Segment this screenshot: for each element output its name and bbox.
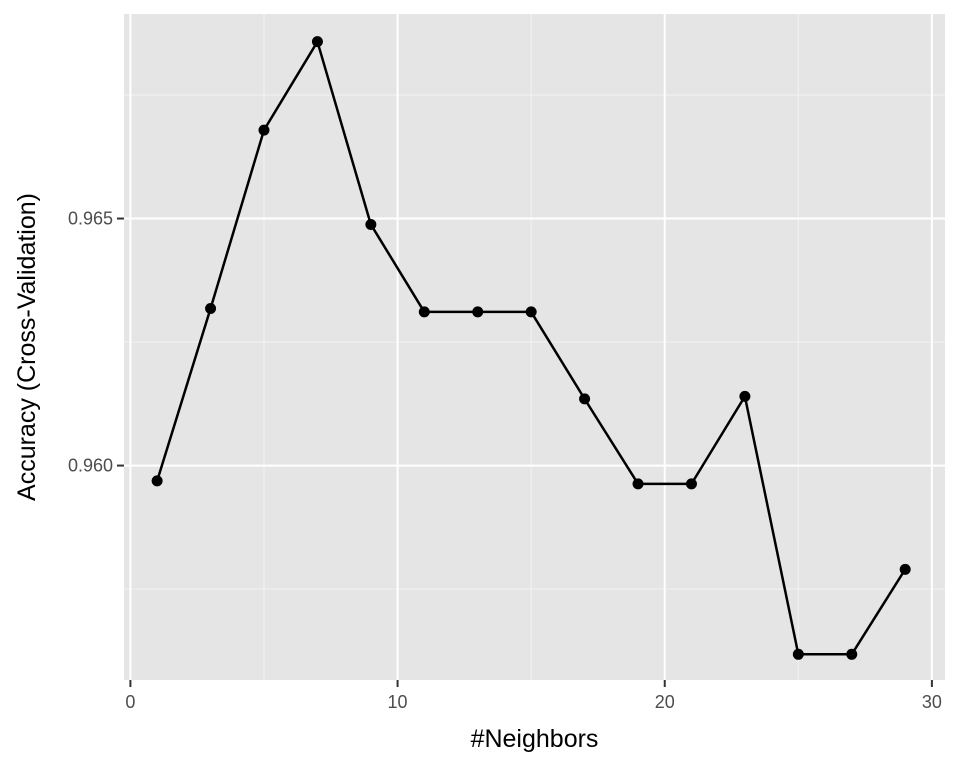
y-tick-label: 0.960	[68, 456, 113, 476]
y-axis-title: Accuracy (Cross-Validation)	[13, 193, 41, 501]
data-point	[899, 563, 911, 575]
y-tick-label: 0.965	[68, 209, 113, 229]
data-point	[846, 648, 858, 660]
plot-panel	[124, 14, 945, 680]
data-point	[472, 306, 484, 318]
data-point	[258, 124, 270, 136]
x-axis-title: #Neighbors	[471, 725, 599, 753]
series-layer	[151, 36, 911, 660]
data-point	[365, 218, 377, 230]
data-point	[418, 306, 430, 318]
data-point	[632, 478, 644, 490]
y-axis: 0.960 0.965	[68, 209, 124, 476]
x-axis: 0 10 20 30	[125, 680, 942, 712]
data-point	[151, 475, 163, 487]
data-point	[579, 393, 591, 405]
data-point	[205, 302, 217, 314]
data-point	[525, 306, 537, 318]
x-tick-label: 30	[922, 692, 942, 712]
data-point	[792, 648, 804, 660]
x-tick-label: 10	[388, 692, 408, 712]
minor-gridlines	[124, 14, 945, 680]
major-gridlines	[124, 14, 945, 680]
x-tick-label: 0	[125, 692, 135, 712]
data-point	[685, 478, 697, 490]
x-tick-label: 20	[655, 692, 675, 712]
data-point	[311, 36, 323, 48]
data-point	[739, 390, 751, 402]
